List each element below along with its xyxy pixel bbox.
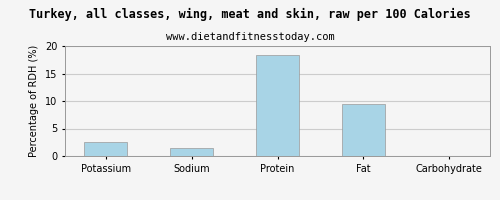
Bar <box>84 142 127 156</box>
Bar <box>342 104 385 156</box>
Text: Turkey, all classes, wing, meat and skin, raw per 100 Calories: Turkey, all classes, wing, meat and skin… <box>29 8 471 21</box>
Bar <box>170 148 213 156</box>
Bar <box>256 55 299 156</box>
Y-axis label: Percentage of RDH (%): Percentage of RDH (%) <box>30 45 40 157</box>
Text: www.dietandfitnesstoday.com: www.dietandfitnesstoday.com <box>166 32 334 42</box>
